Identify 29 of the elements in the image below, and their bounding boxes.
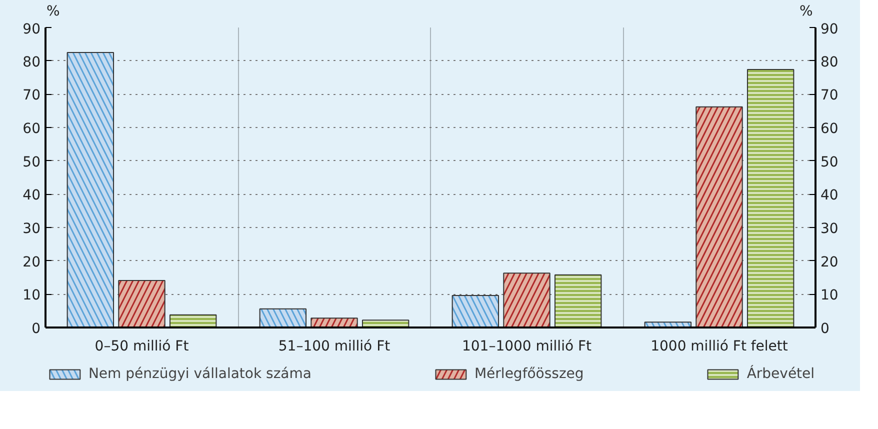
y-axis-title: % (46, 4, 60, 20)
y-tick-label: 90 (22, 22, 41, 38)
y-tick-label: 50 (22, 154, 41, 170)
x-tick-label: 51–100 millió Ft (278, 338, 391, 354)
y-tick-label: 20 (22, 254, 41, 270)
y2-tick-label: 20 (820, 254, 838, 270)
y2-tick-label: 80 (820, 54, 838, 70)
y2-tick-label: 10 (820, 288, 838, 304)
y-tick-label: 40 (22, 188, 41, 204)
legend-label: Mérlegfőösszeg (474, 366, 584, 382)
y-tick-label: 0 (32, 321, 41, 337)
y2-axis-title: % (800, 4, 813, 20)
y-tick-label: 60 (22, 121, 41, 137)
y-tick-label: 70 (22, 88, 41, 104)
y2-tick-label: 70 (820, 88, 838, 104)
y2-tick-label: 60 (820, 121, 838, 137)
y2-tick-label: 0 (820, 321, 830, 337)
y2-tick-label: 40 (820, 188, 838, 204)
y-tick-label: 30 (22, 221, 41, 237)
y2-tick-label: 90 (820, 22, 838, 38)
y2-tick-label: 30 (820, 221, 838, 237)
y-tick-label: 10 (22, 288, 41, 304)
x-tick-label: 0–50 millió Ft (94, 338, 190, 354)
legend-label: Nem pénzügyi vállalatok száma (88, 366, 312, 382)
y-tick-label: 80 (22, 54, 41, 70)
legend-label: Árbevétel (746, 366, 815, 382)
x-tick-label: 1000 millió Ft felett (650, 338, 788, 354)
y2-tick-label: 50 (820, 154, 838, 170)
x-tick-label: 101–1000 millió Ft (462, 338, 592, 354)
